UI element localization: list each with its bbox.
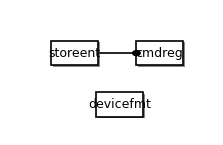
Bar [138,42,185,67]
Bar [136,41,183,65]
Text: storeent: storeent [48,47,101,60]
Circle shape [133,51,140,56]
Bar [98,94,145,118]
Text: cmdreg: cmdreg [135,47,183,60]
Text: devicefmt: devicefmt [88,98,151,111]
Bar [96,92,143,117]
Bar [51,41,98,65]
Bar [53,42,100,67]
